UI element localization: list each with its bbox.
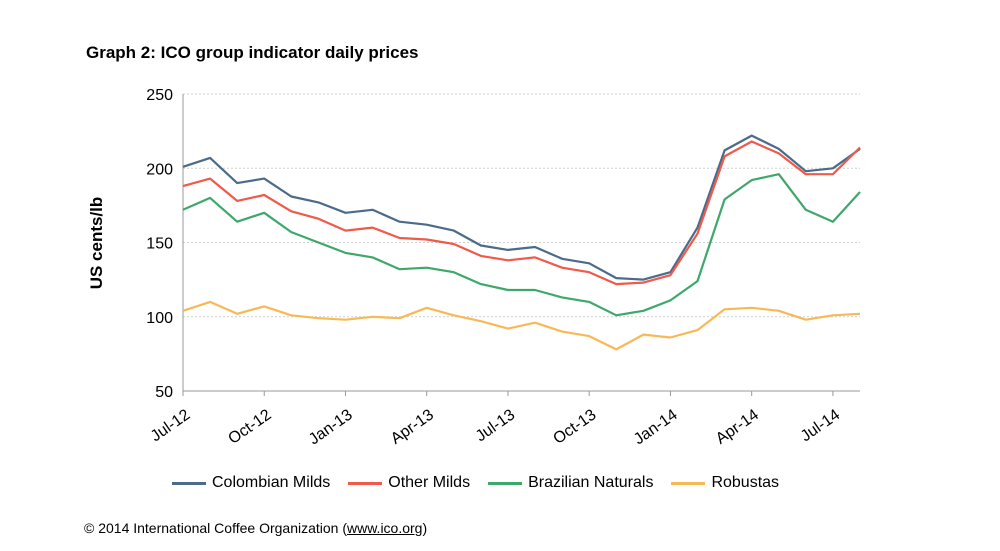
y-tick-label: 200 <box>146 161 173 178</box>
legend-item: Colombian Milds <box>172 474 330 492</box>
legend-swatch <box>172 481 206 485</box>
y-axis-label: US cents/lb <box>87 197 106 290</box>
credit-suffix: ) <box>422 520 428 536</box>
legend-swatch <box>488 481 523 485</box>
x-tick-label: Oct-13 <box>550 406 599 448</box>
x-tick-labels: Jul-12 Oct-12 Jan-13 Apr-13 Jul-13 Oct-13 Jan-… <box>148 391 843 448</box>
x-tick-label: Jul-12 <box>148 406 194 445</box>
y-tick-label: 150 <box>146 236 173 253</box>
y-tick-label: 50 <box>155 384 173 401</box>
x-tick-label: Jan-14 <box>631 406 681 448</box>
x-tick-label: Jul-14 <box>798 406 844 445</box>
legend-item: Brazilian Naturals <box>488 474 653 492</box>
legend-label: Colombian Milds <box>212 474 331 491</box>
legend: Colombian Milds Other Milds Brazilian Natu… <box>172 474 797 492</box>
series-line-other-milds <box>182 140 861 286</box>
copyright-notice: © 2014 International Coffee Organization… <box>84 520 427 536</box>
legend-label: Brazilian Naturals <box>528 474 654 491</box>
y-tick-labels: 50 100 150 200 250 <box>146 87 173 401</box>
y-tick-label: 250 <box>146 87 173 104</box>
y-tick-label: 100 <box>146 310 173 327</box>
legend-label: Other Milds <box>388 474 471 491</box>
legend-label: Robustas <box>711 474 780 491</box>
series-line-colombian-milds <box>182 134 861 281</box>
credit-prefix: © 2014 International Coffee Organization… <box>84 520 347 536</box>
x-tick-label: Apr-14 <box>713 406 762 448</box>
x-tick-label: Apr-13 <box>388 406 437 448</box>
legend-swatch <box>348 481 383 485</box>
series-line-robustas <box>182 300 861 351</box>
ico-website-link[interactable]: www.ico.org <box>347 520 423 536</box>
chart-title: Graph 2: ICO group indicator daily price… <box>86 43 419 62</box>
series-line-brazilian-naturals <box>182 173 861 317</box>
x-tick-label: Jul-13 <box>473 406 519 445</box>
legend-item: Robustas <box>671 474 779 492</box>
x-tick-label: Oct-12 <box>225 406 274 448</box>
legend-swatch <box>671 481 706 485</box>
series-lines <box>182 134 861 351</box>
x-tick-label: Jan-13 <box>306 406 356 448</box>
legend-item: Other Milds <box>348 474 470 492</box>
